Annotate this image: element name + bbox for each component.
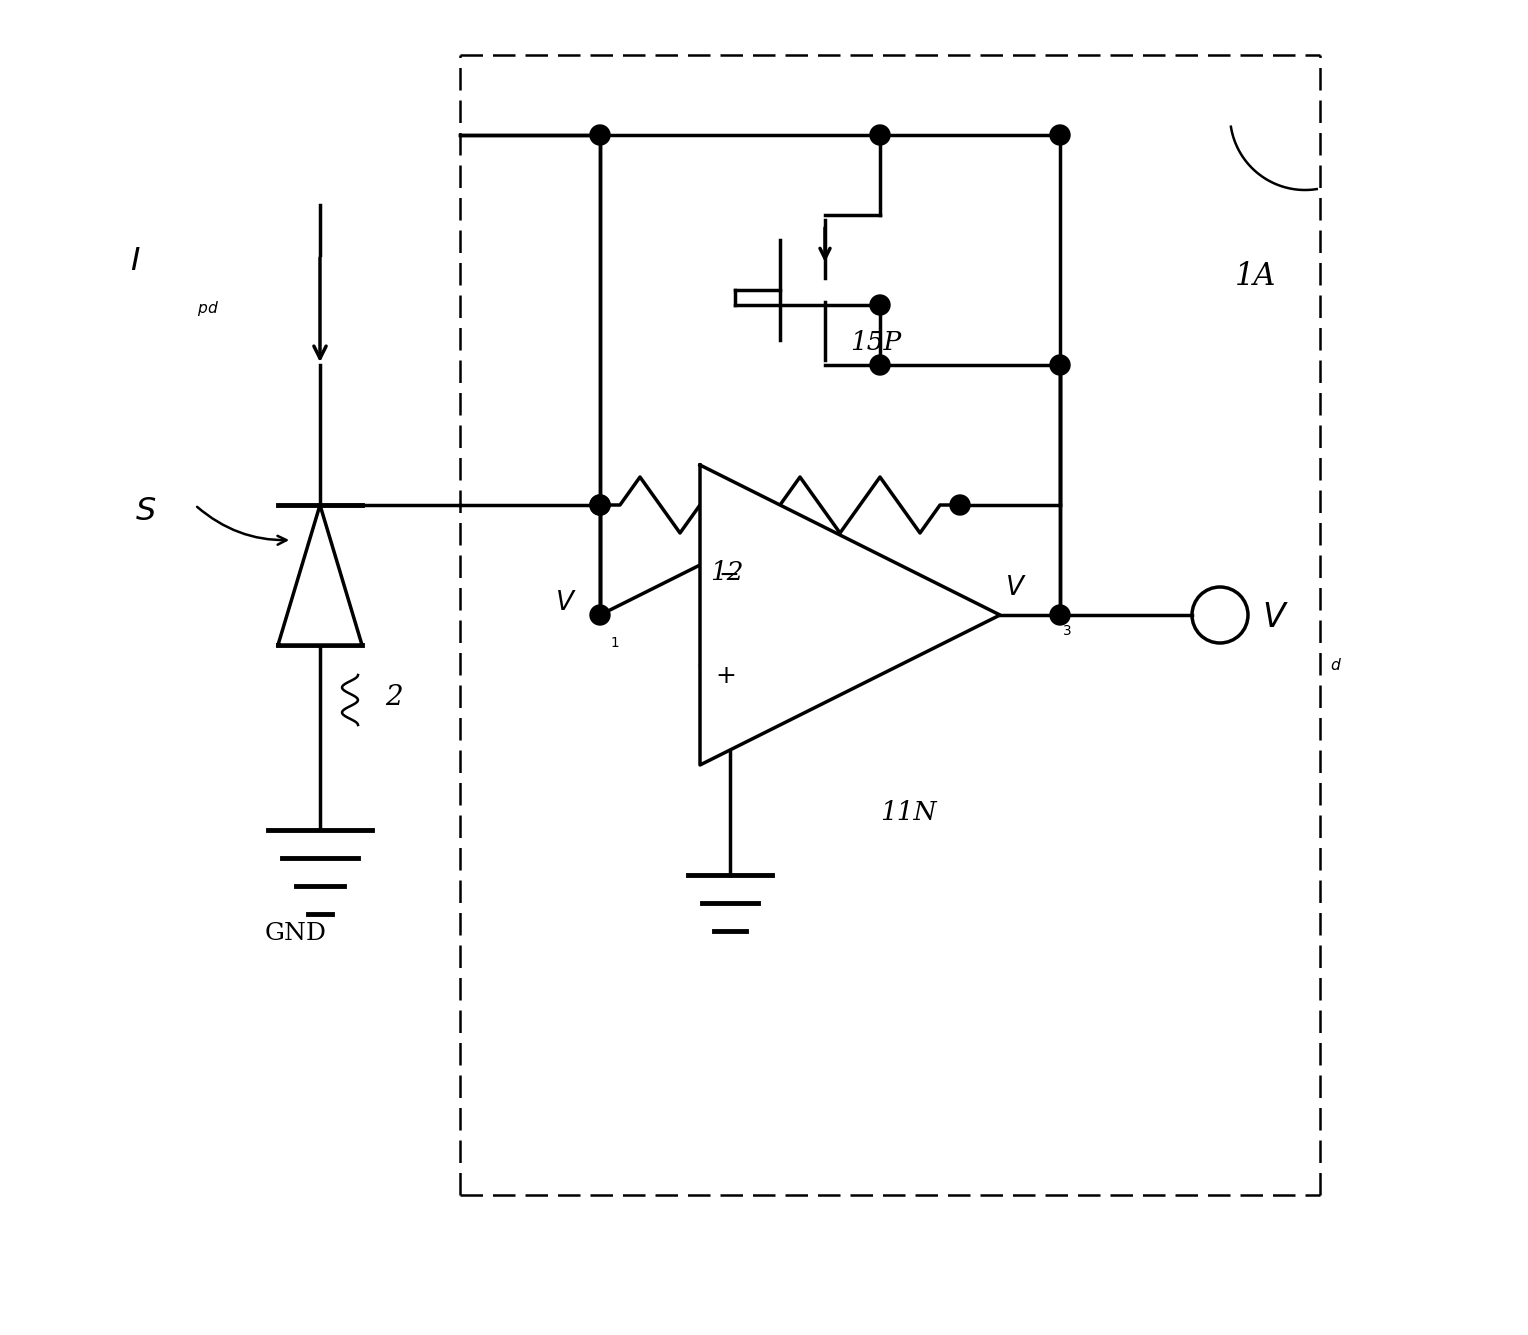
Text: $+$: $+$ (715, 663, 735, 688)
Circle shape (1050, 605, 1070, 625)
Circle shape (590, 605, 610, 625)
Text: 11N: 11N (880, 800, 937, 825)
Polygon shape (278, 505, 362, 645)
Text: $S$: $S$ (134, 497, 156, 527)
Circle shape (950, 495, 970, 515)
Text: 15P: 15P (850, 330, 902, 355)
Text: $-$: $-$ (718, 562, 738, 586)
Text: 12: 12 (711, 559, 744, 585)
Circle shape (590, 125, 610, 146)
Text: $V$: $V$ (1262, 602, 1288, 634)
Text: GND: GND (264, 922, 327, 945)
Polygon shape (700, 465, 999, 765)
Circle shape (869, 355, 889, 375)
Circle shape (590, 495, 610, 515)
Text: $_d$: $_d$ (1329, 651, 1342, 673)
Text: 2: 2 (385, 684, 402, 712)
Text: $I$: $I$ (130, 246, 141, 276)
Circle shape (590, 495, 610, 515)
Text: $_1$: $_1$ (610, 633, 619, 650)
Text: $_{pd}$: $_{pd}$ (197, 298, 219, 319)
Circle shape (869, 125, 889, 146)
Circle shape (869, 295, 889, 315)
Text: $_3$: $_3$ (1062, 621, 1071, 638)
Circle shape (1050, 125, 1070, 146)
Text: 1A: 1A (1235, 262, 1276, 292)
Circle shape (1050, 355, 1070, 375)
Text: $V$: $V$ (555, 590, 576, 615)
Text: $V$: $V$ (1005, 575, 1027, 599)
